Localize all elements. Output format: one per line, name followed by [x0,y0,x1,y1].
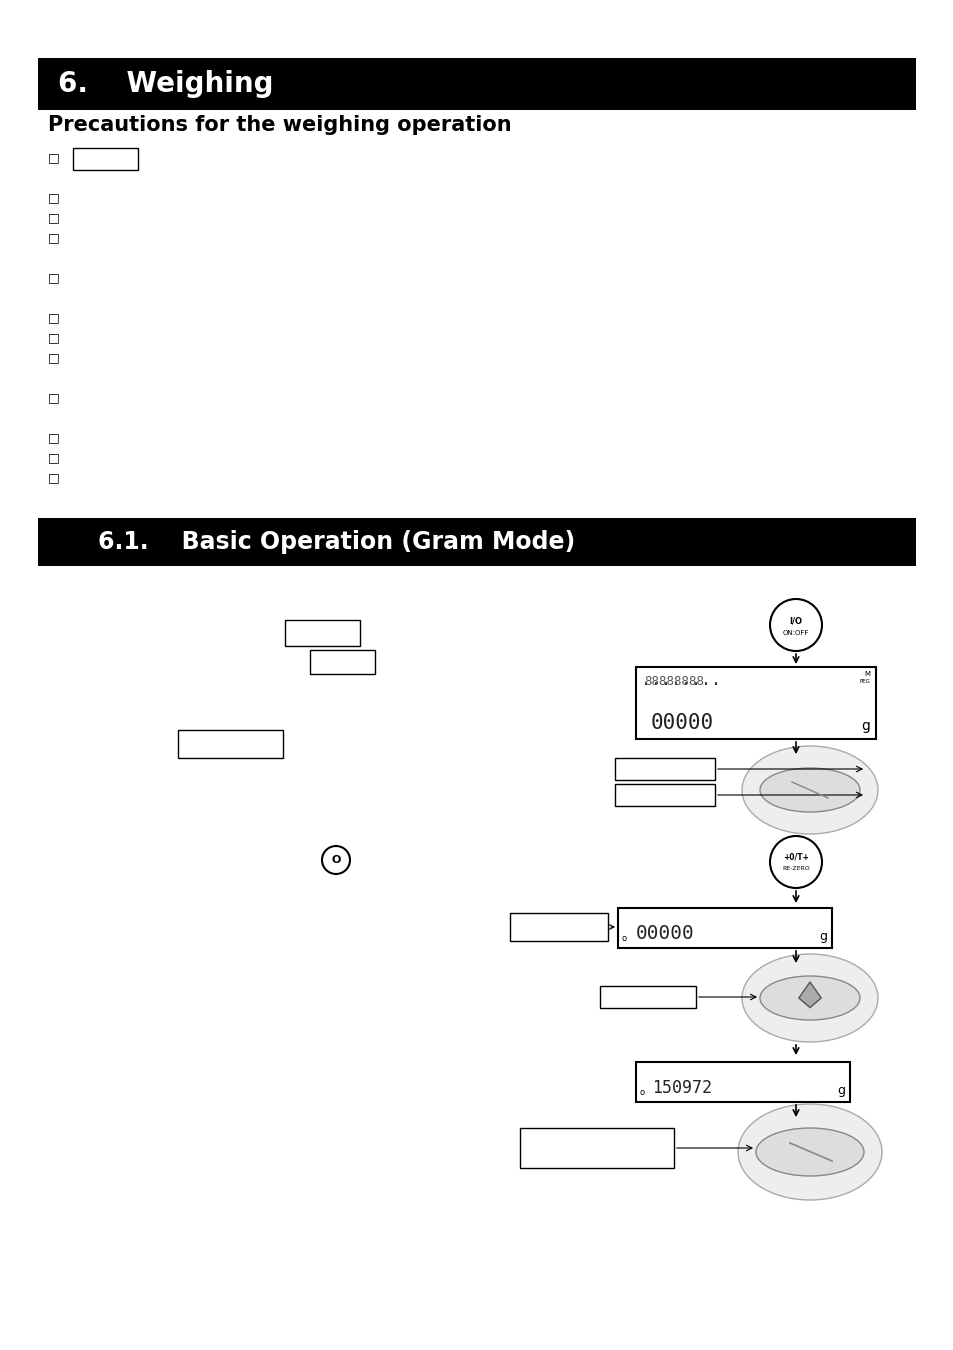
Text: M: M [863,671,869,676]
Text: Precautions for the weighing operation: Precautions for the weighing operation [48,115,511,135]
Polygon shape [798,981,821,1007]
Ellipse shape [760,768,859,811]
Circle shape [322,846,350,873]
Text: □: □ [48,151,60,165]
Text: o: o [639,1088,644,1098]
Text: g: g [818,930,826,944]
FancyBboxPatch shape [38,518,915,566]
Text: o: o [621,934,626,944]
FancyBboxPatch shape [599,986,696,1008]
FancyBboxPatch shape [519,1129,673,1168]
FancyBboxPatch shape [178,730,283,757]
Text: □: □ [48,451,60,464]
Text: □: □ [48,471,60,485]
FancyBboxPatch shape [636,1062,849,1102]
FancyBboxPatch shape [73,148,138,170]
Text: 6.    Weighing: 6. Weighing [58,70,274,99]
FancyBboxPatch shape [510,913,607,941]
Text: PEG: PEG [859,679,869,684]
Text: +0/T+: +0/T+ [782,852,808,861]
FancyBboxPatch shape [615,757,714,780]
Ellipse shape [760,976,859,1021]
Text: 00000: 00000 [636,923,694,944]
Circle shape [769,599,821,651]
Text: □: □ [48,212,60,224]
Text: 6.1.    Basic Operation (Gram Mode): 6.1. Basic Operation (Gram Mode) [98,531,575,554]
Ellipse shape [755,1129,863,1176]
Text: □: □ [48,351,60,364]
FancyBboxPatch shape [38,58,915,109]
Text: □: □ [48,192,60,204]
FancyBboxPatch shape [618,909,831,948]
Text: □: □ [48,432,60,444]
Ellipse shape [741,747,877,834]
FancyBboxPatch shape [615,784,714,806]
Text: ........: ........ [640,671,720,689]
FancyBboxPatch shape [285,620,359,647]
Text: g: g [861,720,869,733]
Ellipse shape [738,1104,882,1200]
Text: g: g [836,1084,844,1098]
Text: □: □ [48,271,60,285]
Text: □: □ [48,332,60,344]
Text: 150972: 150972 [651,1079,711,1098]
Text: □: □ [48,231,60,244]
FancyBboxPatch shape [310,649,375,674]
Text: RE-ZERO: RE-ZERO [781,867,809,872]
Text: O: O [331,855,340,865]
Ellipse shape [741,954,877,1042]
Text: 88888888: 88888888 [643,675,703,688]
Text: I/O: I/O [789,617,801,625]
Text: ON:OFF: ON:OFF [782,630,808,636]
Text: □: □ [48,392,60,405]
Text: 00000: 00000 [650,713,714,733]
FancyBboxPatch shape [636,667,875,738]
Circle shape [769,836,821,888]
Text: □: □ [48,312,60,324]
